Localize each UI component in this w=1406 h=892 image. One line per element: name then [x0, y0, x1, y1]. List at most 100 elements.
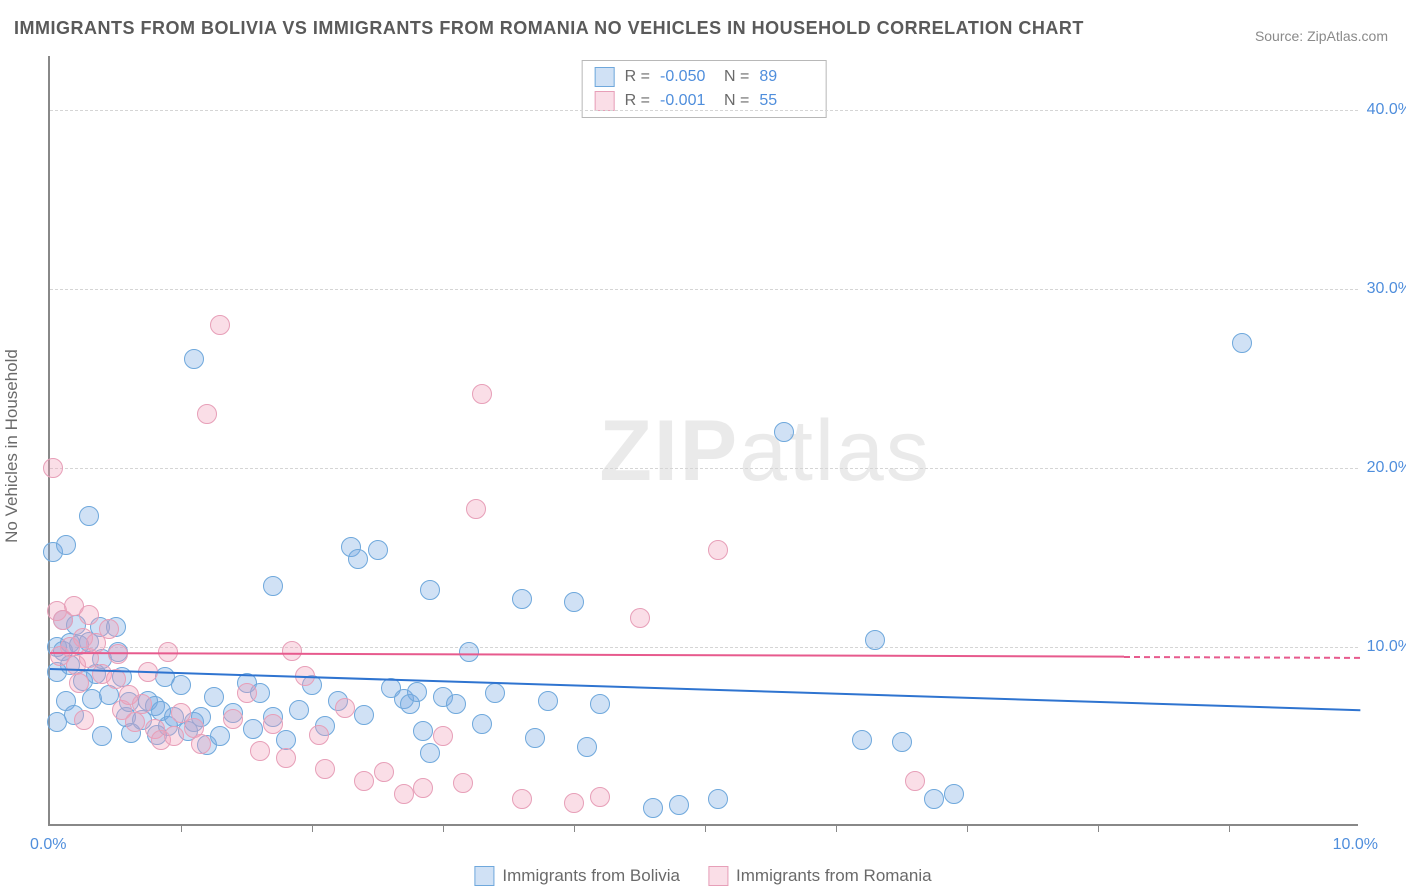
- scatter-point: [407, 682, 427, 702]
- scatter-point: [210, 315, 230, 335]
- scatter-point: [309, 725, 329, 745]
- x-tick-mark: [705, 824, 706, 832]
- legend-swatch: [595, 67, 615, 87]
- scatter-point: [420, 580, 440, 600]
- gridline-h: [50, 110, 1358, 111]
- scatter-point: [276, 748, 296, 768]
- scatter-point: [171, 675, 191, 695]
- chart-container: IMMIGRANTS FROM BOLIVIA VS IMMIGRANTS FR…: [0, 0, 1406, 892]
- scatter-point: [892, 732, 912, 752]
- scatter-point: [164, 726, 184, 746]
- gridline-h: [50, 647, 1358, 648]
- scatter-point: [512, 589, 532, 609]
- scatter-point: [525, 728, 545, 748]
- y-tick-label: 30.0%: [1367, 280, 1406, 298]
- scatter-point: [774, 422, 794, 442]
- scatter-point: [204, 687, 224, 707]
- scatter-point: [210, 726, 230, 746]
- y-tick-label: 40.0%: [1367, 101, 1406, 119]
- scatter-point: [905, 771, 925, 791]
- legend-swatch: [708, 866, 728, 886]
- scatter-point: [69, 673, 89, 693]
- scatter-point: [453, 773, 473, 793]
- scatter-point: [79, 506, 99, 526]
- x-tick-mark: [1098, 824, 1099, 832]
- scatter-point: [43, 458, 63, 478]
- scatter-point: [132, 694, 152, 714]
- scatter-point: [56, 535, 76, 555]
- scatter-point: [590, 694, 610, 714]
- scatter-point: [669, 795, 689, 815]
- stats-n-label: N =: [724, 65, 749, 89]
- y-tick-label: 10.0%: [1367, 638, 1406, 656]
- scatter-point: [79, 605, 99, 625]
- legend-label: Immigrants from Romania: [736, 866, 932, 886]
- x-tick-mark: [443, 824, 444, 832]
- scatter-point: [708, 540, 728, 560]
- scatter-point: [223, 709, 243, 729]
- scatter-point: [197, 404, 217, 424]
- scatter-point: [335, 698, 355, 718]
- scatter-point: [466, 499, 486, 519]
- scatter-point: [74, 710, 94, 730]
- gridline-h: [50, 289, 1358, 290]
- scatter-point: [446, 694, 466, 714]
- scatter-point: [354, 771, 374, 791]
- x-tick-mark: [1229, 824, 1230, 832]
- scatter-point: [184, 349, 204, 369]
- scatter-point: [99, 619, 119, 639]
- scatter-point: [413, 721, 433, 741]
- scatter-point: [368, 540, 388, 560]
- scatter-point: [413, 778, 433, 798]
- scatter-point: [191, 734, 211, 754]
- watermark: ZIPatlas: [599, 402, 930, 501]
- watermark-bold: ZIP: [599, 403, 739, 499]
- x-tick-mark: [312, 824, 313, 832]
- y-tick-label: 20.0%: [1367, 459, 1406, 477]
- scatter-point: [865, 630, 885, 650]
- stats-row: R =-0.050N =89: [595, 65, 814, 89]
- chart-title: IMMIGRANTS FROM BOLIVIA VS IMMIGRANTS FR…: [14, 18, 1084, 39]
- scatter-point: [577, 737, 597, 757]
- scatter-point: [315, 759, 335, 779]
- scatter-point: [630, 608, 650, 628]
- scatter-point: [243, 719, 263, 739]
- scatter-point: [250, 741, 270, 761]
- scatter-point: [472, 384, 492, 404]
- scatter-point: [1232, 333, 1252, 353]
- legend-item: Immigrants from Bolivia: [474, 866, 680, 886]
- scatter-point: [354, 705, 374, 725]
- scatter-point: [924, 789, 944, 809]
- legend-label: Immigrants from Bolivia: [502, 866, 680, 886]
- scatter-point: [348, 549, 368, 569]
- trend-line-extension: [1124, 656, 1360, 659]
- x-tick-mark: [836, 824, 837, 832]
- scatter-point: [92, 726, 112, 746]
- scatter-point: [374, 762, 394, 782]
- scatter-point: [708, 789, 728, 809]
- scatter-point: [564, 592, 584, 612]
- scatter-point: [263, 576, 283, 596]
- gridline-h: [50, 468, 1358, 469]
- x-tick-start: 0.0%: [30, 836, 66, 854]
- scatter-point: [944, 784, 964, 804]
- x-tick-mark: [181, 824, 182, 832]
- scatter-point: [472, 714, 492, 734]
- y-axis-title: No Vehicles in Household: [2, 349, 22, 543]
- scatter-point: [538, 691, 558, 711]
- x-tick-mark: [574, 824, 575, 832]
- scatter-point: [485, 683, 505, 703]
- scatter-point: [433, 726, 453, 746]
- watermark-rest: atlas: [739, 403, 931, 499]
- stats-n-value: 89: [759, 65, 813, 89]
- scatter-point: [420, 743, 440, 763]
- stats-r-value: -0.050: [660, 65, 714, 89]
- trend-line: [50, 652, 1124, 658]
- scatter-point: [237, 683, 257, 703]
- scatter-point: [125, 712, 145, 732]
- legend-swatch: [595, 91, 615, 111]
- x-tick-end: 10.0%: [1333, 836, 1378, 854]
- scatter-point: [590, 787, 610, 807]
- scatter-point: [263, 714, 283, 734]
- scatter-point: [852, 730, 872, 750]
